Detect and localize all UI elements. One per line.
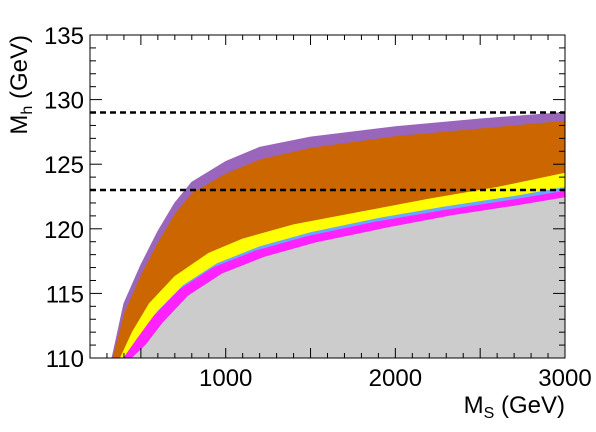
y-axis-title: Mh (GeV) xyxy=(6,35,36,135)
y-tick-label: 125 xyxy=(44,152,84,179)
band-5 xyxy=(131,197,565,358)
y-tick-label: 130 xyxy=(44,88,84,115)
y-tick-label: 135 xyxy=(44,23,84,50)
x-tick-label: 3000 xyxy=(538,365,591,392)
x-tick-label: 1000 xyxy=(199,365,252,392)
x-axis-title: MS (GeV) xyxy=(464,392,565,422)
x-tick-label: 2000 xyxy=(369,365,422,392)
y-tick-label: 115 xyxy=(46,281,84,308)
reference-lines xyxy=(90,111,565,192)
band-1 xyxy=(111,111,565,358)
x-axis: 1000 2000 3000 xyxy=(89,35,592,392)
y-tick-label: 110 xyxy=(46,346,84,373)
y-tick-label: 120 xyxy=(44,217,84,244)
plot-area xyxy=(111,111,565,358)
y-axis: 110 115 120 125 130 135 xyxy=(44,23,565,373)
